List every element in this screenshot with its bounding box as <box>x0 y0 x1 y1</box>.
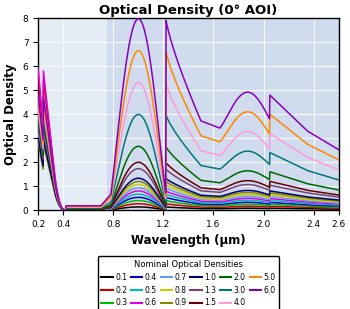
Y-axis label: Optical Density: Optical Density <box>4 63 17 165</box>
Legend: 0.1, 0.2, 0.3, 0.4, 0.5, 0.6, 0.7, 0.8, 0.9, 1.0, 1.3, 1.5, 2.0, 3.0, 4.0, 5.0, : 0.1, 0.2, 0.3, 0.4, 0.5, 0.6, 0.7, 0.8, … <box>98 256 279 309</box>
Bar <box>107 18 339 210</box>
Title: Optical Density (0° AOI): Optical Density (0° AOI) <box>99 4 278 17</box>
X-axis label: Wavelength (μm): Wavelength (μm) <box>131 235 246 248</box>
